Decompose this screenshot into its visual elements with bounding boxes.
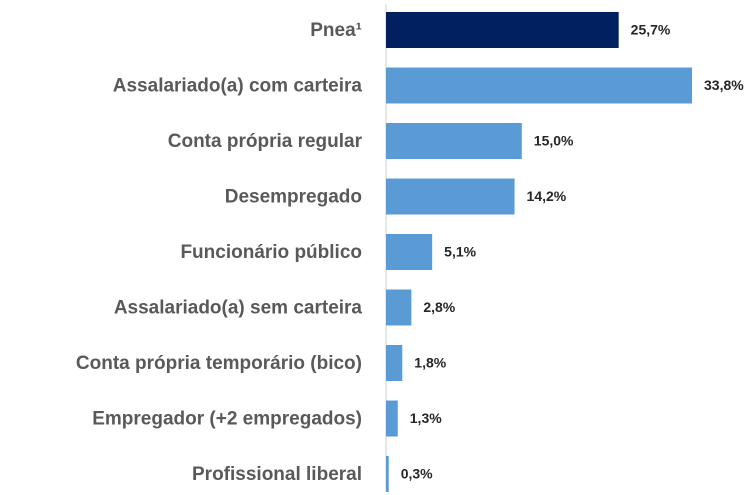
bar <box>386 345 403 381</box>
value-label: 25,7% <box>631 22 671 38</box>
category-label: Profissional liberal <box>192 464 362 485</box>
category-label: Assalariado(a) sem carteira <box>114 298 363 319</box>
value-label: 1,3% <box>410 410 442 426</box>
bar <box>386 456 389 492</box>
value-label: 2,8% <box>423 299 455 315</box>
category-label: Conta própria temporário (bico) <box>76 353 362 374</box>
value-label: 15,0% <box>534 133 574 149</box>
bar <box>386 12 619 48</box>
category-label: Funcionário público <box>180 242 362 263</box>
value-label: 0,3% <box>401 466 433 482</box>
category-label: Pnea¹ <box>310 20 362 41</box>
category-label: Assalariado(a) com carteira <box>113 76 363 97</box>
value-label: 1,8% <box>414 355 446 371</box>
bar <box>386 234 433 270</box>
category-label: Empregador (+2 empregados) <box>92 409 362 430</box>
bar <box>386 400 398 437</box>
value-label: 14,2% <box>527 188 567 204</box>
value-label: 33,8% <box>704 77 744 93</box>
category-label: Conta própria regular <box>168 131 363 152</box>
bar <box>386 67 692 104</box>
bar <box>386 289 412 326</box>
bar <box>386 123 522 159</box>
value-label: 5,1% <box>444 244 476 260</box>
category-label: Desempregado <box>225 187 362 208</box>
bar <box>386 178 515 215</box>
